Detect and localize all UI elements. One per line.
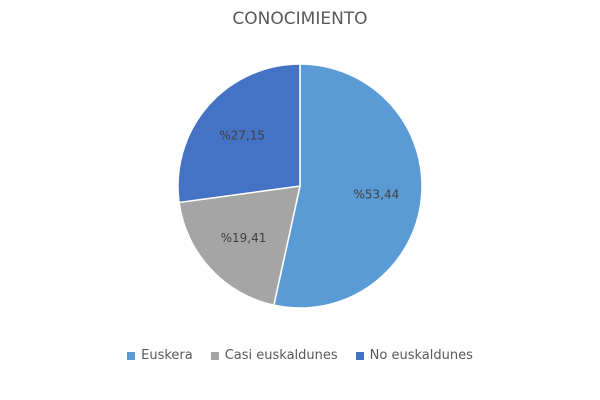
pie-slice-casi-euskaldunes[interactable] <box>178 185 301 307</box>
pie-slice-no-euskaldunes[interactable] <box>177 63 301 204</box>
legend-swatch-casi-euskaldunes <box>210 351 219 360</box>
chart-title: CONOCIMIENTO <box>232 9 368 29</box>
legend-label-no-euskaldunes: No euskaldunes <box>369 348 473 363</box>
pie-slices <box>177 63 423 309</box>
data-label-euskera: %53,44 <box>354 187 400 201</box>
legend-item-no-euskaldunes[interactable]: No euskaldunes <box>355 348 473 363</box>
legend-swatch-euskera <box>127 351 136 360</box>
chart-legend: Euskera Casi euskaldunes No euskaldunes <box>0 348 600 363</box>
legend-label-euskera: Euskera <box>141 348 193 363</box>
pie-data-labels: %53,44 %19,41 %27,15 <box>219 128 399 245</box>
legend-label-casi-euskaldunes: Casi euskaldunes <box>224 348 338 363</box>
legend-item-euskera[interactable]: Euskera <box>127 348 193 363</box>
pie-slice-euskera[interactable] <box>272 63 423 309</box>
legend-swatch-no-euskaldunes <box>355 351 364 360</box>
data-label-casi-euskaldunes: %19,41 <box>221 231 267 245</box>
legend-item-casi-euskaldunes[interactable]: Casi euskaldunes <box>210 348 338 363</box>
data-label-no-euskaldunes: %27,15 <box>219 128 265 142</box>
